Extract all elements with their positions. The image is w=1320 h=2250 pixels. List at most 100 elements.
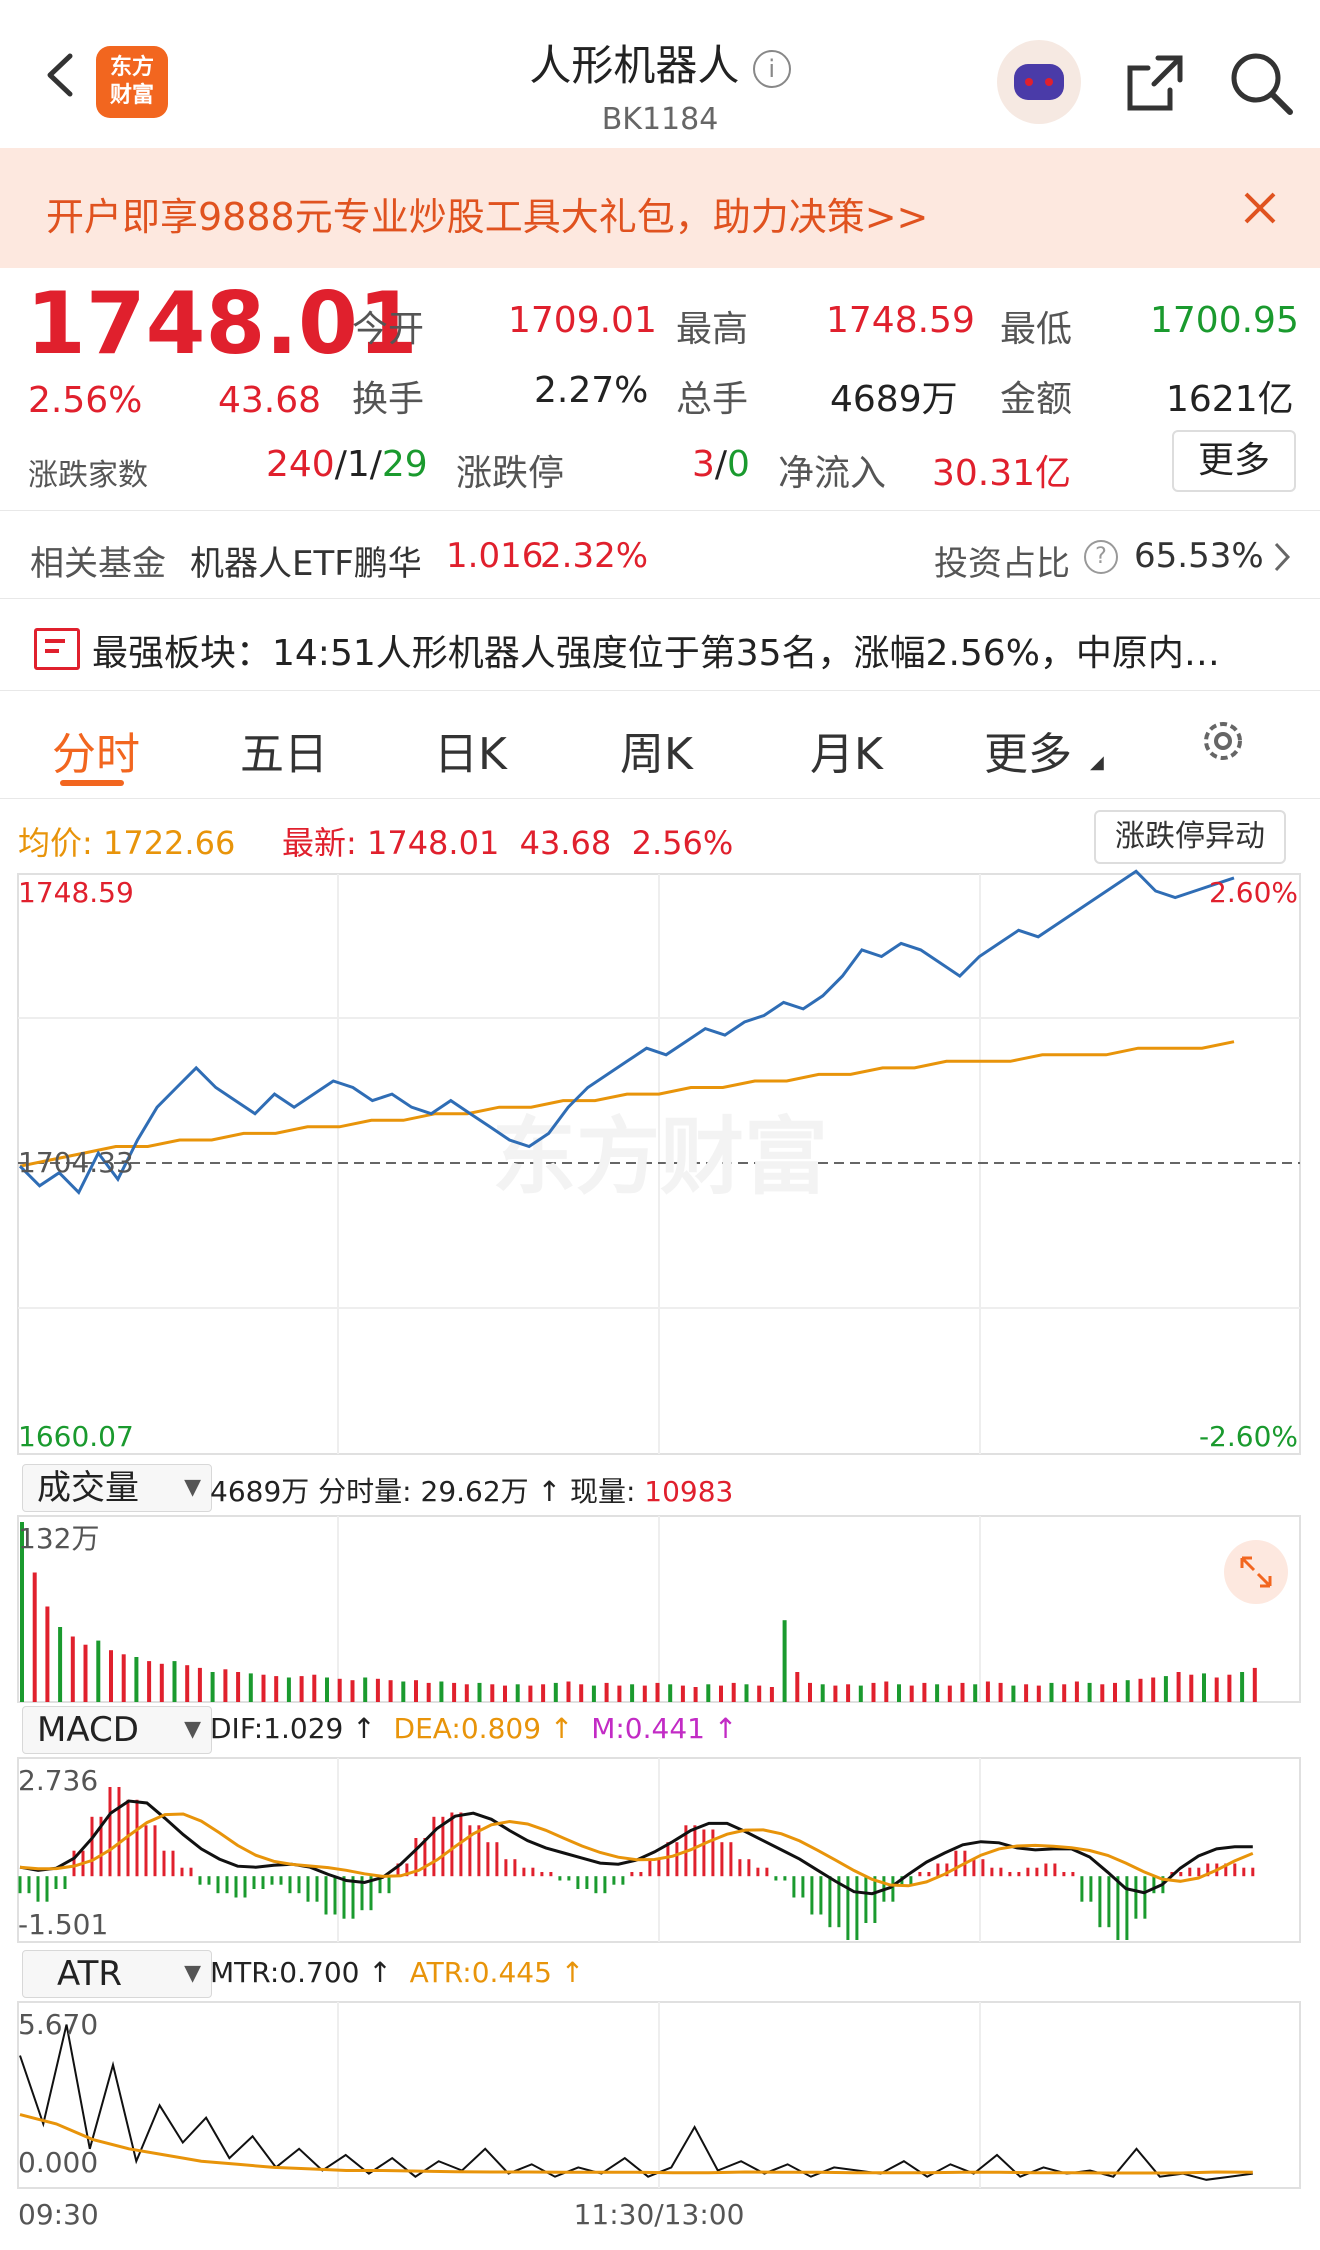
price-line <box>18 869 1235 1195</box>
tab-more[interactable]: 更多 <box>984 729 1072 780</box>
back-icon[interactable] <box>40 50 80 100</box>
macd-select[interactable]: MACD ▼ <box>22 1706 212 1754</box>
volume-bar <box>566 1681 571 1702</box>
fund-price: 1.016 <box>446 536 544 576</box>
intraday-price-chart[interactable]: 东方财富 1748.59 1704.33 1660.07 2.60% -2.60… <box>0 866 1320 1466</box>
tab-daily-k[interactable]: 日K <box>434 729 507 780</box>
volume-bar <box>808 1682 812 1702</box>
close-icon[interactable] <box>1240 188 1280 228</box>
volume-bar <box>757 1685 762 1702</box>
tab-monthly-k[interactable]: 月K <box>810 729 883 780</box>
app-logo: 东方 财富 <box>96 46 168 118</box>
volume-bar <box>96 1640 101 1702</box>
breadth-flat: 1 <box>346 444 370 485</box>
share-icon[interactable] <box>1122 50 1188 116</box>
volume-bar <box>134 1657 139 1702</box>
info-icon[interactable]: i <box>752 49 791 88</box>
dropdown-triangle-icon: ▼ <box>184 1475 201 1500</box>
volume-bar <box>541 1684 546 1702</box>
volume-bar <box>439 1681 444 1702</box>
volume-bar <box>591 1685 596 1702</box>
volume-bar <box>337 1678 342 1702</box>
page-title: 人形机器人 i <box>0 32 1320 93</box>
now-value: 10983 <box>644 1475 734 1508</box>
price-low-label: 1660.07 <box>18 1420 134 1453</box>
last-label: 最新: <box>282 824 357 862</box>
time-start-label: 09:30 <box>18 2198 99 2231</box>
news-text[interactable]: 最强板块：14:51人形机器人强度位于第35名，涨幅2.56%，中原内… <box>92 633 1220 674</box>
board-icon <box>34 628 80 670</box>
promo-banner[interactable]: 开户即享9888元专业炒股工具大礼包，助力决策>> <box>0 148 1320 268</box>
atr-value: ATR:0.445 ↑ <box>409 1956 585 1989</box>
volume-bar <box>693 1687 698 1702</box>
volume-bar <box>464 1684 469 1702</box>
volume-bar <box>20 1522 24 1702</box>
robot-avatar-icon[interactable] <box>997 40 1081 124</box>
volume-bar <box>452 1682 457 1702</box>
tab-intraday[interactable]: 分时 <box>52 729 140 780</box>
volume-bar <box>477 1682 482 1702</box>
last-value: 1748.01 <box>366 824 500 862</box>
volume-select-label: 成交量 <box>37 1468 139 1508</box>
volume-bar <box>642 1685 647 1702</box>
volume-bar <box>70 1636 75 1702</box>
tab-5day[interactable]: 五日 <box>240 729 328 780</box>
volume-bar <box>363 1677 368 1702</box>
volume-bar <box>731 1682 736 1702</box>
volume-bar <box>1125 1680 1130 1702</box>
mtr-value: MTR:0.700 ↑ <box>210 1956 392 1989</box>
banner-text[interactable]: 开户即享9888元专业炒股工具大礼包，助力决策>> <box>46 195 929 239</box>
volume-bar <box>973 1684 978 1702</box>
volume-label: 总手 <box>676 379 749 420</box>
help-icon[interactable]: ? <box>1084 540 1118 574</box>
volume-bar <box>1074 1681 1079 1702</box>
high-value: 1748.59 <box>826 300 975 341</box>
volume-bar <box>121 1654 126 1702</box>
limit-move-button[interactable]: 涨跌停异动 <box>1094 810 1286 864</box>
volume-bar <box>858 1685 863 1702</box>
volume-bar <box>109 1650 113 1702</box>
atr-chart[interactable]: 5.670 0.000 09:30 11:30/13:00 <box>0 2000 1320 2250</box>
atr-max-label: 5.670 <box>18 2008 98 2041</box>
price-high-label: 1748.59 <box>18 876 134 909</box>
volume-bar <box>1163 1676 1168 1702</box>
volume-bar <box>83 1644 88 1702</box>
volume-bar <box>935 1684 940 1702</box>
volume-bar <box>617 1685 622 1702</box>
volume-bar <box>1252 1667 1257 1702</box>
inflow-value: 30.31亿 <box>932 453 1072 494</box>
last-pct: 2.56% <box>631 824 734 862</box>
settings-gear-icon[interactable] <box>1198 716 1248 766</box>
volume-bar <box>909 1685 914 1702</box>
volume-bar <box>1036 1685 1041 1702</box>
tab-weekly-k[interactable]: 周K <box>620 729 693 780</box>
atr-select[interactable]: ATR ▼ <box>22 1950 212 1998</box>
high-label: 最高 <box>676 309 749 350</box>
volume-select[interactable]: 成交量 ▼ <box>22 1464 212 1512</box>
volume-bar <box>185 1665 190 1702</box>
volume-bar <box>782 1620 787 1702</box>
volume-bar <box>1227 1674 1232 1702</box>
volume-bar <box>159 1663 164 1702</box>
latest-info: 最新: 1748.01 43.68 2.56% <box>282 818 733 864</box>
avg-value: 1722.66 <box>102 824 236 862</box>
volume-bar <box>922 1682 927 1702</box>
volume-bar <box>503 1685 507 1702</box>
volume-chart[interactable]: 132万 <box>0 1514 1320 1704</box>
volume-bar <box>515 1684 520 1702</box>
chevron-right-icon[interactable] <box>1270 540 1294 574</box>
expand-icon[interactable] <box>1224 1540 1288 1604</box>
macd-chart[interactable]: 2.736 -1.501 <box>0 1756 1320 1944</box>
mtr-line <box>19 2024 1253 2181</box>
pct-change: 2.56% <box>28 380 143 421</box>
more-button[interactable]: 更多 <box>1172 430 1296 492</box>
macd-select-label: MACD <box>37 1710 139 1750</box>
dea-value: DEA:0.809 ↑ <box>393 1712 574 1745</box>
last-chg: 43.68 <box>519 824 612 862</box>
search-icon[interactable] <box>1226 48 1296 118</box>
avg-label: 均价: <box>18 824 93 862</box>
price-mid-label: 1704.33 <box>18 1146 134 1179</box>
watermark-logo: 东方财富 <box>492 1108 828 1206</box>
fund-name[interactable]: 机器人ETF鹏华 <box>190 544 422 584</box>
m-value: M:0.441 ↑ <box>591 1712 738 1745</box>
